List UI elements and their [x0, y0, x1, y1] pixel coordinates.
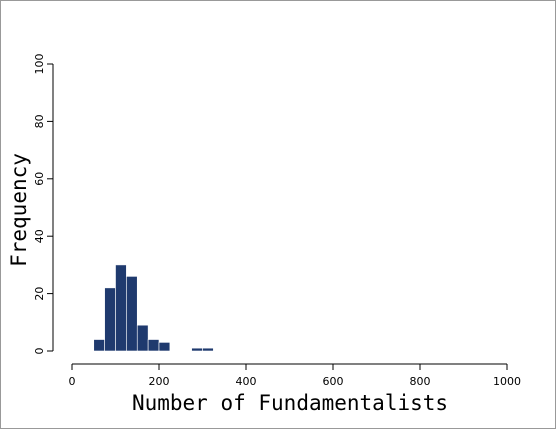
y-tick-label: 20: [33, 287, 46, 301]
x-tick-label: 400: [236, 375, 257, 388]
x-tick-label: 1000: [493, 375, 521, 388]
bar: [158, 342, 171, 352]
bar: [104, 287, 116, 352]
bar: [202, 347, 214, 352]
bar: [147, 339, 160, 352]
y-tick-label: 0: [33, 348, 46, 355]
bar: [136, 324, 149, 352]
y-tick-label: 60: [33, 172, 46, 186]
x-tick-label: 0: [69, 375, 76, 388]
x-tick-label: 600: [323, 375, 344, 388]
x-axis-title: Number of Fundamentalists: [132, 391, 448, 415]
bar: [115, 264, 127, 352]
y-tick-label: 40: [33, 229, 46, 243]
x-tick-label: 200: [149, 375, 170, 388]
bar: [191, 347, 203, 352]
y-axis-title: Frequency: [7, 153, 31, 267]
bar: [93, 339, 105, 352]
x-tick-label: 800: [410, 375, 431, 388]
y-tick-label: 80: [33, 114, 46, 128]
y-tick-label: 100: [33, 54, 46, 75]
bar: [126, 276, 138, 352]
